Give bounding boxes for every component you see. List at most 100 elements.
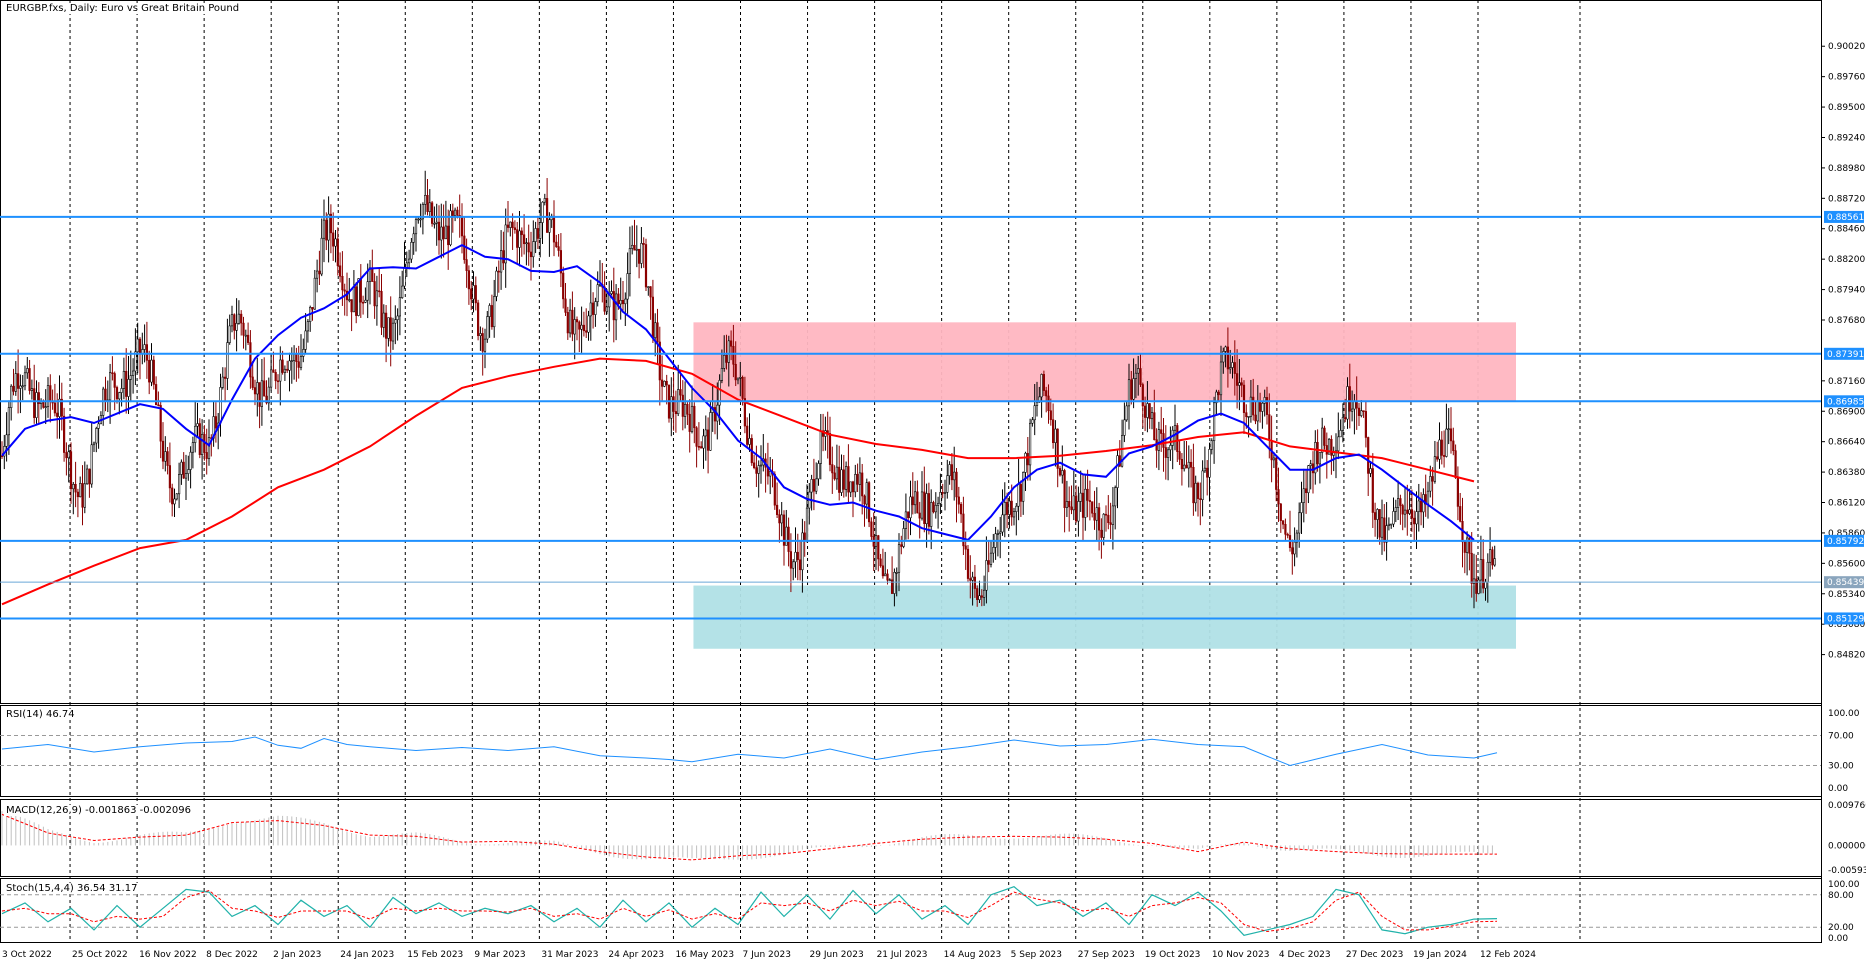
candle-body	[778, 514, 781, 524]
candle-body	[115, 387, 119, 400]
x-tick-label: 19 Oct 2023	[1145, 950, 1201, 960]
candle-body	[794, 551, 797, 563]
candle-body	[276, 380, 280, 383]
candle-body	[690, 405, 694, 432]
candle-body	[976, 588, 979, 600]
candle-body	[1231, 362, 1234, 368]
candle-body	[610, 291, 613, 295]
candle-body	[1146, 403, 1149, 418]
candle-body	[566, 312, 569, 334]
candle-body	[127, 379, 130, 397]
candle-body	[260, 380, 264, 407]
candle-body	[109, 372, 112, 401]
candle-body	[718, 380, 721, 406]
y-tick-label: 0.85600	[1828, 559, 1865, 569]
level-price-tag	[1824, 210, 1864, 223]
candle-body	[511, 221, 514, 229]
candle-body	[775, 504, 779, 515]
candle-body	[1383, 517, 1386, 543]
candle-body	[1348, 386, 1351, 412]
candle-body	[697, 446, 700, 448]
candle-body	[700, 446, 703, 449]
candle-body	[884, 573, 887, 577]
candle-body	[1171, 429, 1174, 446]
x-tick-label: 25 Oct 2022	[72, 950, 128, 960]
candle-body	[449, 210, 452, 246]
candle-body	[28, 368, 31, 391]
candle-body	[870, 521, 873, 537]
candle-body	[992, 547, 995, 554]
x-tick-label: 3 Oct 2022	[2, 950, 52, 960]
candle-body	[1075, 495, 1078, 522]
candle-body	[925, 493, 928, 525]
candle-body	[706, 429, 710, 451]
candle-body	[529, 251, 533, 258]
candle-body	[166, 451, 169, 466]
candle-body	[329, 213, 333, 234]
candle-body	[619, 300, 622, 305]
candle-body	[1249, 396, 1252, 417]
candle-body	[1357, 407, 1361, 416]
candle-body	[155, 384, 158, 406]
candle-body	[1279, 503, 1282, 522]
candle-body	[1226, 346, 1229, 370]
candle-body	[971, 576, 974, 581]
candle-body	[803, 532, 806, 541]
level-price-label: 0.88561	[1827, 213, 1864, 223]
candle-body	[1385, 525, 1388, 543]
candle-body	[1127, 379, 1131, 407]
candle-body	[1238, 382, 1241, 386]
candle-body	[886, 573, 889, 581]
candle-body	[1114, 487, 1117, 507]
x-tick-label: 12 Feb 2024	[1480, 950, 1536, 960]
candle-body	[1406, 509, 1409, 514]
candle-body	[21, 385, 24, 388]
candle-body	[1291, 547, 1294, 555]
candle-body	[451, 210, 454, 216]
candle-body	[221, 376, 224, 388]
candle-body	[1401, 505, 1404, 515]
candle-body	[1300, 502, 1303, 514]
candle-body	[888, 579, 891, 582]
candle-body	[865, 482, 868, 505]
rsi-y-tick-label: 100.00	[1828, 709, 1860, 719]
stoch-y-tick-label: 80.00	[1828, 891, 1854, 901]
candle-body	[780, 514, 783, 524]
candle-body	[654, 322, 657, 338]
candle-body	[205, 452, 208, 459]
candle-body	[900, 544, 903, 547]
candle-body	[1415, 511, 1418, 525]
candle-body	[748, 438, 751, 445]
candle-body	[60, 398, 63, 417]
candle-body	[1307, 465, 1310, 494]
candle-body	[1008, 500, 1011, 515]
candle-body	[1482, 559, 1485, 589]
candle-body	[927, 493, 930, 527]
candle-body	[746, 425, 749, 445]
candle-body	[693, 405, 696, 429]
candle-body	[651, 296, 654, 338]
candle-body	[1102, 513, 1105, 538]
candle-body	[642, 243, 645, 245]
candle-body	[134, 351, 137, 372]
candle-body	[1371, 468, 1374, 513]
candle-body	[311, 307, 314, 310]
candle-body	[858, 472, 861, 485]
candle-body	[394, 319, 397, 324]
x-tick-label: 24 Jan 2023	[340, 950, 394, 960]
candle-body	[502, 250, 505, 264]
candle-body	[736, 377, 740, 381]
candle-body	[479, 333, 482, 336]
candle-body	[1001, 514, 1004, 533]
candle-body	[444, 225, 448, 240]
candle-body	[743, 398, 746, 427]
candle-body	[49, 385, 52, 402]
candle-body	[86, 468, 89, 485]
panel-frame-stoch	[0, 878, 1822, 943]
candle-body	[943, 492, 947, 494]
candle-body	[343, 289, 346, 292]
candle-body	[1445, 428, 1448, 457]
candle-body	[1447, 428, 1450, 431]
candle-body	[361, 301, 365, 304]
